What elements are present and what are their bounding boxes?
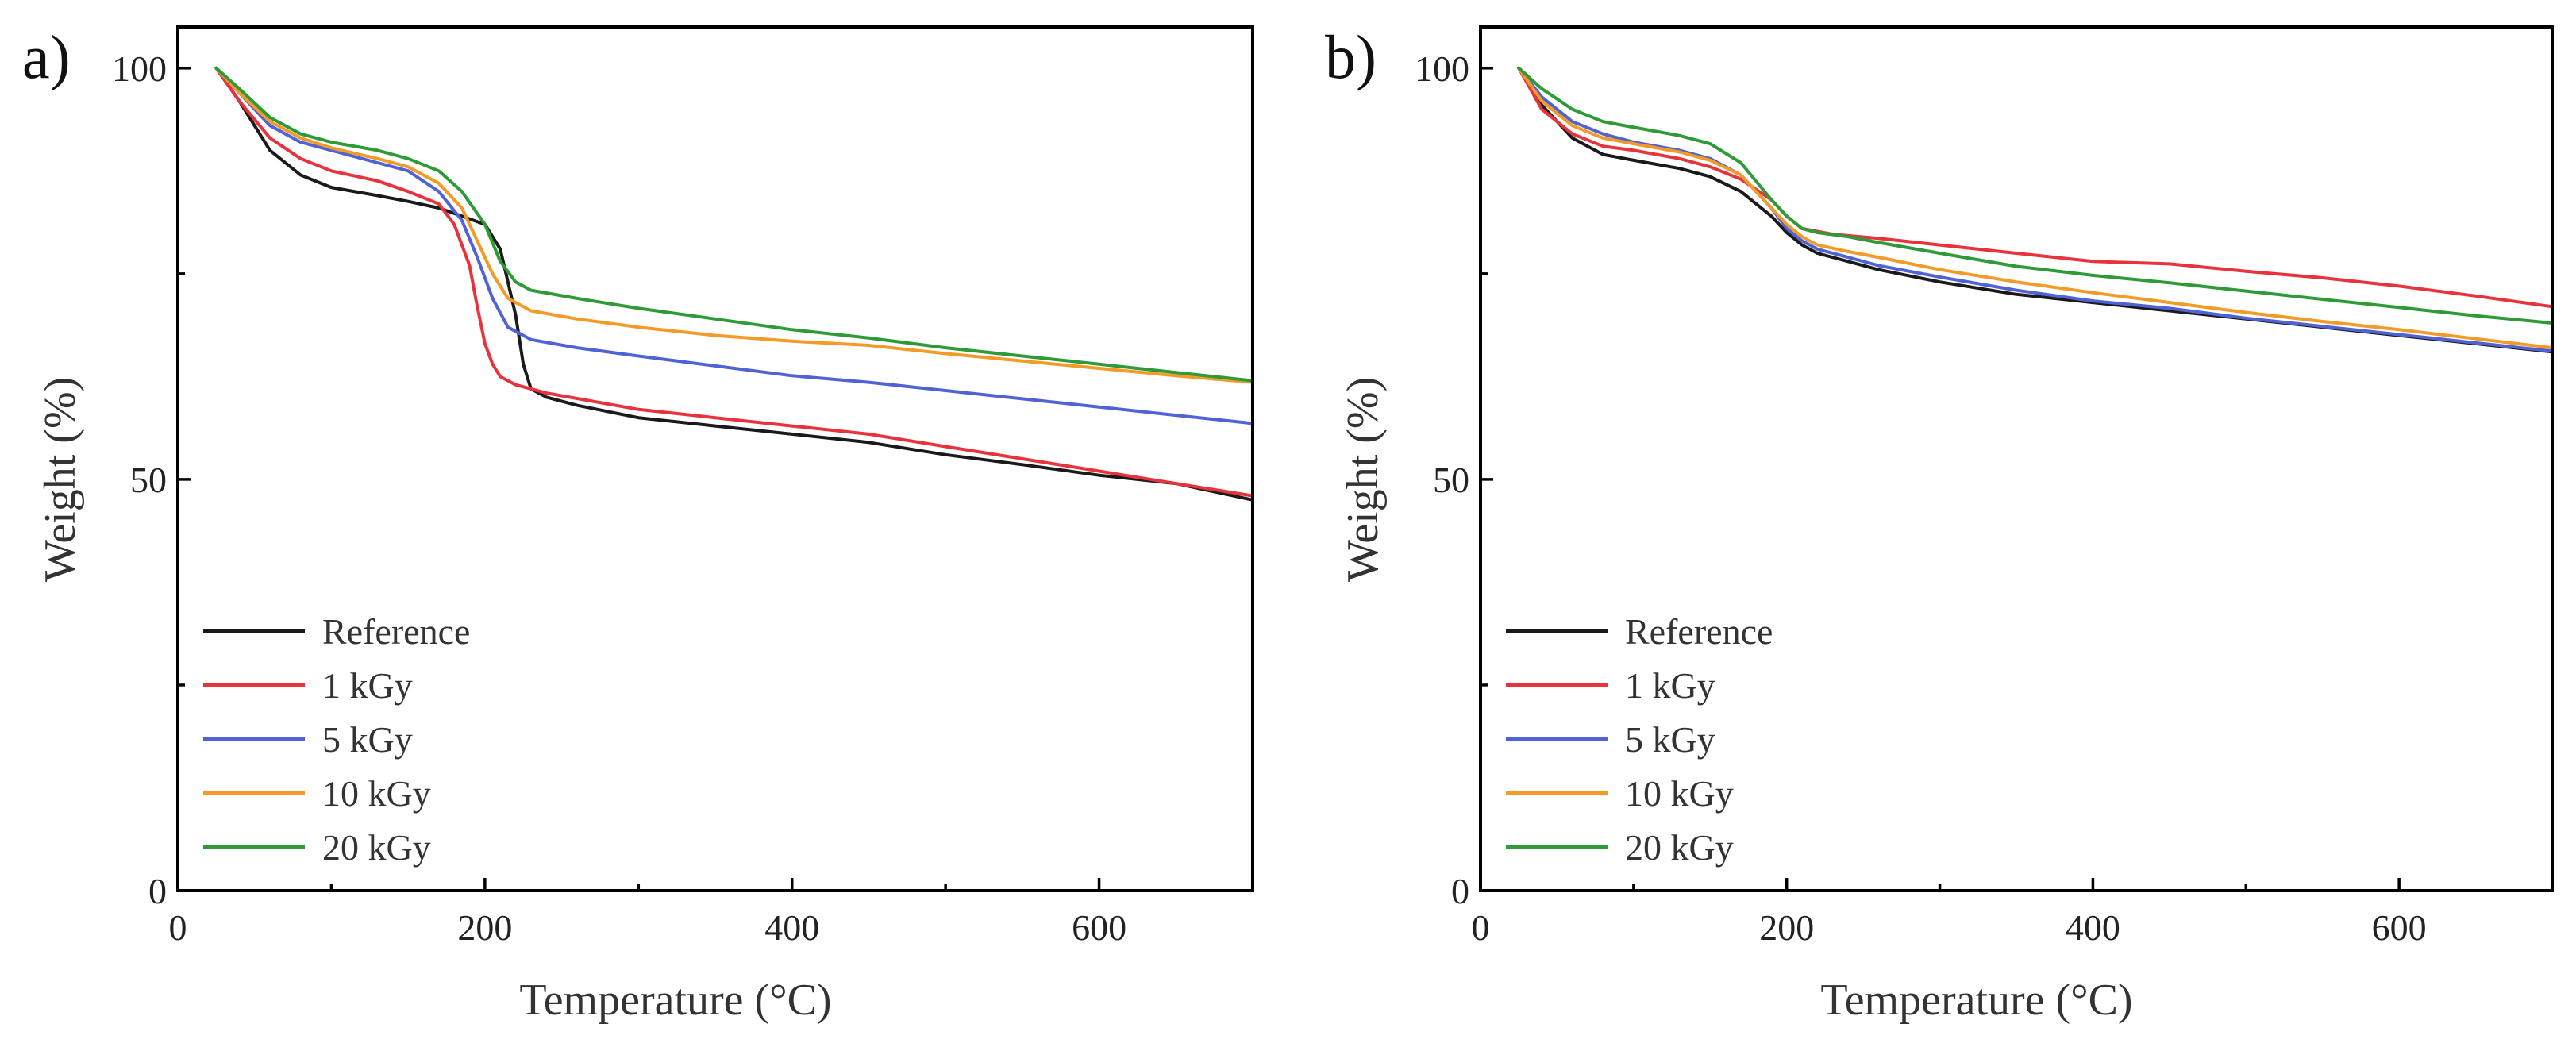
x-tick-label: 200 xyxy=(457,907,512,948)
x-tick-label: 0 xyxy=(169,907,187,948)
y-tick-label: 100 xyxy=(112,48,167,89)
x-tick-label: 0 xyxy=(1472,907,1490,948)
legend-label: 5 kGy xyxy=(1625,719,1715,760)
x-tick-label: 400 xyxy=(2066,907,2120,948)
x-tick-label: 200 xyxy=(1759,907,1814,948)
series-line-1-kgy xyxy=(214,66,1254,498)
series-line-20-kgy xyxy=(214,66,1254,383)
x-tick-label: 400 xyxy=(764,907,819,948)
panel-label: b) xyxy=(1325,22,1377,91)
series-line-reference xyxy=(214,66,1254,502)
legend-label: 10 kGy xyxy=(322,773,431,814)
series-line-5-kgy xyxy=(214,66,1254,425)
series-line-10-kgy xyxy=(214,66,1254,384)
plot-frame xyxy=(1479,25,2554,892)
legend-label: 1 kGy xyxy=(322,665,413,706)
series-line-reference xyxy=(1517,66,2554,354)
y-tick-label: 100 xyxy=(1415,48,1469,89)
legend-label: 1 kGy xyxy=(1625,665,1715,706)
y-tick-label: 50 xyxy=(1433,460,1469,500)
x-axis-label: Temperature (°C) xyxy=(519,976,831,1025)
y-axis-label: Weight (%) xyxy=(36,377,85,582)
series-line-20-kgy xyxy=(1517,66,2554,325)
y-tick-label: 0 xyxy=(148,871,167,911)
legend-label: 20 kGy xyxy=(322,827,431,868)
legend-label: Reference xyxy=(1625,611,1773,652)
series-line-10-kgy xyxy=(1517,66,2554,350)
x-tick-label: 600 xyxy=(1072,907,1126,948)
x-tick-label: 600 xyxy=(2372,907,2427,948)
legend-label: Reference xyxy=(322,611,470,652)
panel-a: 0 200 400 600 0 50 100 Temperature (°C) Weight (… xyxy=(22,22,1254,1025)
y-axis-label: Weight (%) xyxy=(1338,377,1388,582)
legend-label: 5 kGy xyxy=(322,719,413,760)
legend: Reference 1 kGy 5 kGy 10 kGy 20 kGy xyxy=(203,611,470,868)
x-axis-label: Temperature (°C) xyxy=(1820,976,2132,1025)
plot-frame xyxy=(176,25,1254,892)
series-line-5-kgy xyxy=(1517,66,2554,353)
legend-label: 20 kGy xyxy=(1625,827,1734,868)
y-tick-label: 50 xyxy=(130,460,167,500)
legend: Reference 1 kGy 5 kGy 10 kGy 20 kGy xyxy=(1506,611,1773,868)
legend-label: 10 kGy xyxy=(1625,773,1734,814)
panel-label: a) xyxy=(22,22,71,91)
series-line-1-kgy xyxy=(1517,66,2554,309)
panel-b: 0 200 400 600 0 50 100 Temperature (°C) Weight (… xyxy=(1325,22,2554,1025)
y-tick-label: 0 xyxy=(1451,871,1469,911)
